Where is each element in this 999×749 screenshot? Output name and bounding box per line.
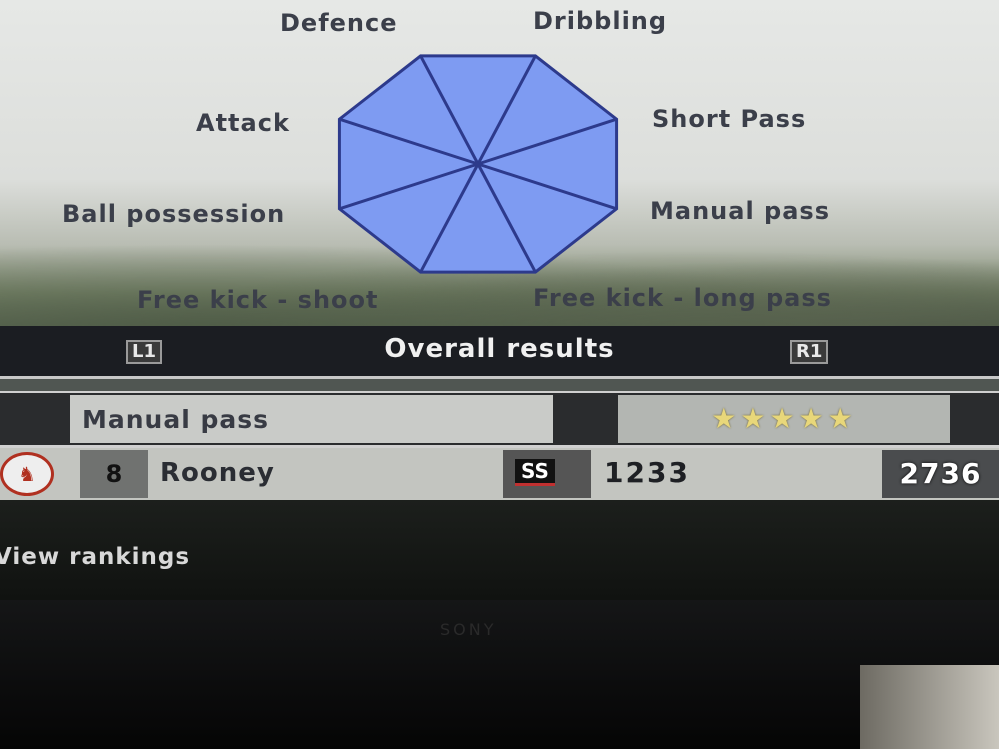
- player-score: 2736: [882, 450, 999, 498]
- radar-label-ball-possession: Ball possession: [62, 200, 286, 228]
- radar-label-attack: Attack: [196, 109, 290, 137]
- radar-label-dribbling: Dribbling: [533, 7, 668, 35]
- radar-label-free-kick-shoot: Free kick - shoot: [137, 286, 379, 314]
- l1-button[interactable]: L1: [126, 340, 162, 364]
- radar-spoke-1: [476, 55, 537, 165]
- divider: [0, 379, 999, 391]
- book-edge: [860, 665, 999, 749]
- radar-spoke-5: [419, 163, 480, 273]
- team-crest-icon: ♞: [0, 452, 54, 496]
- view-rankings-button[interactable]: View rankings: [0, 544, 191, 570]
- radar-spoke-6: [338, 162, 479, 211]
- radar-label-defence: Defence: [280, 9, 398, 37]
- radar-chart: [337, 54, 619, 274]
- tv-bezel: [0, 600, 999, 749]
- radar-spoke-4: [476, 163, 537, 273]
- radar-spoke-7: [338, 117, 479, 166]
- category-label: Manual pass: [82, 405, 270, 434]
- category-name-cell: Manual pass: [70, 395, 553, 443]
- r1-button[interactable]: R1: [790, 340, 829, 364]
- radar-label-short-pass: Short Pass: [652, 105, 807, 133]
- radar-spoke-0: [419, 55, 480, 165]
- radar-spoke-3: [477, 162, 618, 211]
- player-row[interactable]: ♞ 8 Rooney SS 1233 2736: [0, 448, 999, 500]
- player-points: 1233: [604, 456, 690, 489]
- rank-badge: SS: [515, 459, 555, 486]
- radar-label-manual-pass: Manual pass: [650, 197, 830, 225]
- radar-label-free-kick-long-pass: Free kick - long pass: [533, 284, 832, 312]
- page-title: Overall results: [384, 334, 615, 364]
- lower-panel: [0, 500, 999, 600]
- radar-spoke-2: [477, 117, 618, 166]
- results-header-bar: L1 Overall results R1: [0, 326, 999, 379]
- category-row[interactable]: Manual pass ★★★★★: [0, 391, 999, 448]
- player-name: Rooney: [160, 458, 275, 488]
- tv-brand-logo: SONY: [440, 620, 497, 639]
- player-number: 8: [80, 450, 148, 498]
- star-rating: ★★★★★: [618, 395, 950, 443]
- rank-badge-cell: SS: [503, 450, 591, 498]
